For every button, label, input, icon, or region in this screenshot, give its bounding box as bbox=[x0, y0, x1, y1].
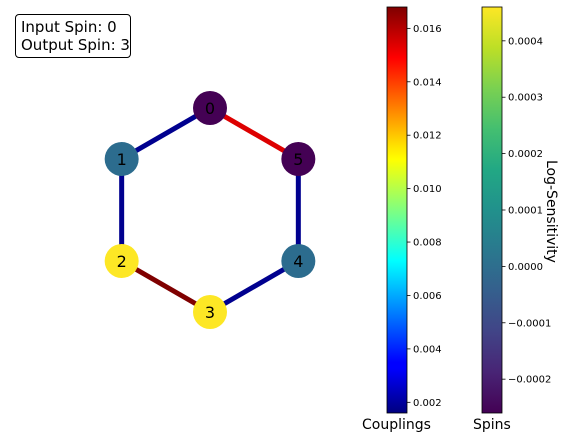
couplings-colorbar: 0.002 0.004 0.006 0.008 0.010 0.012 0.014 0.016 bbox=[386, 6, 442, 414]
spin-node-label: 5 bbox=[293, 150, 303, 169]
input-spin-label: Input Spin: 0 bbox=[21, 18, 117, 36]
spins-colorbar-ticks: −0.0002 −0.0001 0.0000 0.0001 0.0002 0.0003 0.… bbox=[502, 36, 551, 386]
colorbar-tick-label: 0.0000 bbox=[508, 262, 543, 273]
colorbar-tick-label: 0.002 bbox=[413, 398, 442, 409]
colorbar-tick-label: 0.004 bbox=[413, 344, 442, 355]
output-spin-label: Output Spin: 3 bbox=[21, 36, 130, 54]
colorbar-tick-label: 0.008 bbox=[413, 238, 442, 249]
couplings-colorbar-ticks: 0.002 0.004 0.006 0.008 0.010 0.012 0.014 0.016 bbox=[407, 24, 442, 409]
spin-node-label: 0 bbox=[205, 99, 215, 118]
spin-info-box: Input Spin: 0 Output Spin: 3 bbox=[15, 14, 131, 58]
colorbar-tick-label: 0.0001 bbox=[508, 206, 543, 217]
spin-node-label: 4 bbox=[293, 252, 303, 271]
colorbar-tick-label: 0.012 bbox=[413, 131, 442, 142]
log-sensitivity-label: Log-Sensitivity bbox=[543, 160, 559, 263]
coupling-edges bbox=[119, 105, 301, 315]
colorbar-tick-label: 0.0002 bbox=[508, 149, 543, 160]
spin-node-2 bbox=[104, 244, 139, 278]
spins-colorbar: −0.0002 −0.0001 0.0000 0.0001 0.0002 0.0003 0.… bbox=[481, 6, 551, 414]
spin-node-0 bbox=[193, 91, 227, 125]
colorbar-tick-label: 0.0004 bbox=[508, 36, 543, 47]
colorbar-tick-label: 0.014 bbox=[413, 77, 442, 88]
colorbar-tick-label: 0.0003 bbox=[508, 93, 543, 104]
spin-node-3 bbox=[193, 295, 227, 329]
spin-node-label: 1 bbox=[117, 150, 127, 169]
spin-node-label: 3 bbox=[205, 303, 215, 322]
couplings-colorbar-label: Couplings bbox=[362, 417, 431, 433]
colorbar-tick-label: 0.010 bbox=[413, 184, 442, 195]
couplings-colorbar-gradient bbox=[386, 6, 408, 414]
spin-node-label: 2 bbox=[117, 252, 127, 271]
spins-colorbar-gradient bbox=[481, 6, 503, 414]
colorbar-tick-label: −0.0001 bbox=[508, 318, 551, 329]
spin-node-4 bbox=[281, 244, 316, 278]
spin-nodes: 0 1 2 3 4 5 bbox=[104, 91, 316, 329]
colorbar-tick-label: −0.0002 bbox=[508, 375, 551, 386]
spin-node-5 bbox=[281, 142, 316, 176]
colorbar-tick-label: 0.006 bbox=[413, 291, 442, 302]
spins-colorbar-label: Spins bbox=[473, 417, 511, 433]
colorbar-tick-label: 0.016 bbox=[413, 24, 442, 35]
spin-node-1 bbox=[104, 142, 139, 176]
